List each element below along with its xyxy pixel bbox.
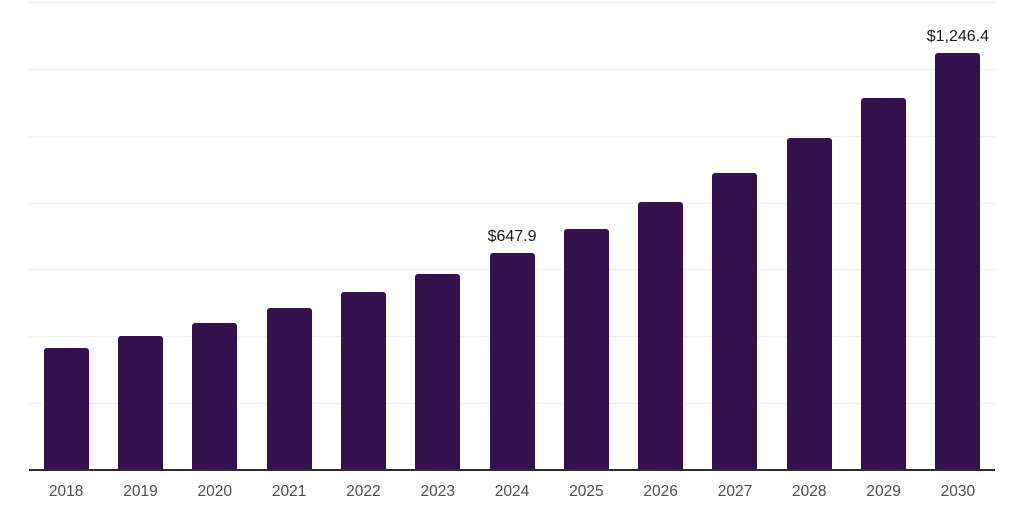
bar-slot-2018 — [29, 2, 103, 470]
x-axis-line — [29, 469, 995, 471]
bar-series: $647.9 $1,246.4 — [29, 2, 995, 470]
bar-2025 — [563, 229, 609, 470]
gridline-1200 — [29, 68, 995, 70]
bar-2027 — [712, 172, 758, 470]
bar-2021 — [266, 308, 312, 470]
bar-slot-2029 — [846, 2, 920, 470]
bar-slot-2021 — [252, 2, 326, 470]
gridline-800 — [29, 202, 995, 204]
x-tick-label-2027: 2027 — [717, 483, 753, 500]
bar-slot-2020 — [178, 2, 252, 470]
bar-slot-2022 — [326, 2, 400, 470]
x-tick-label-2030: 2030 — [940, 483, 976, 500]
gridline-1000 — [29, 135, 995, 137]
bar-2019 — [117, 336, 163, 470]
bar-slot-2030: $1,246.4 — [921, 2, 995, 470]
x-tick-label-2018: 2018 — [48, 483, 84, 500]
bar-2030 — [935, 53, 981, 470]
x-tick-label-2021: 2021 — [271, 483, 307, 500]
bar-slot-2023 — [401, 2, 475, 470]
bar-slot-2024: $647.9 — [475, 2, 549, 470]
x-tick-label-2025: 2025 — [569, 483, 604, 500]
bar-2023 — [415, 274, 461, 470]
bar-2020 — [192, 322, 238, 470]
x-tick-label-2028: 2028 — [792, 483, 827, 500]
bar-2028 — [786, 138, 832, 470]
bar-slot-2028 — [772, 2, 846, 470]
gridline-1400 — [29, 2, 995, 3]
plot-area: $647.9 $1,246.4 — [29, 2, 995, 470]
x-tick-label-2020: 2020 — [197, 483, 233, 500]
x-axis-tick-labels: 2018 2019 2020 2021 2022 2023 2024 2025 2026 2027… — [29, 484, 995, 500]
bar-value-label-2030: $1,246.4 — [926, 28, 990, 46]
bar-slot-2019 — [103, 2, 177, 470]
x-tick-label-2022: 2022 — [346, 483, 381, 500]
x-tick-label-2023: 2023 — [420, 483, 455, 500]
x-tick-label-2019: 2019 — [123, 483, 158, 500]
bar-2018 — [43, 348, 89, 470]
bar-2022 — [340, 291, 386, 470]
bar-slot-2026 — [624, 2, 698, 470]
bar-slot-2025 — [549, 2, 623, 470]
bar-2024 — [489, 253, 535, 470]
x-tick-label-2026: 2026 — [643, 483, 678, 500]
bar-2029 — [861, 98, 907, 470]
x-tick-label-2029: 2029 — [866, 483, 901, 500]
bar-value-label-2024: $647.9 — [487, 228, 537, 246]
x-tick-label-2024: 2024 — [494, 483, 530, 500]
bar-2026 — [638, 202, 684, 470]
bar-slot-2027 — [698, 2, 772, 470]
